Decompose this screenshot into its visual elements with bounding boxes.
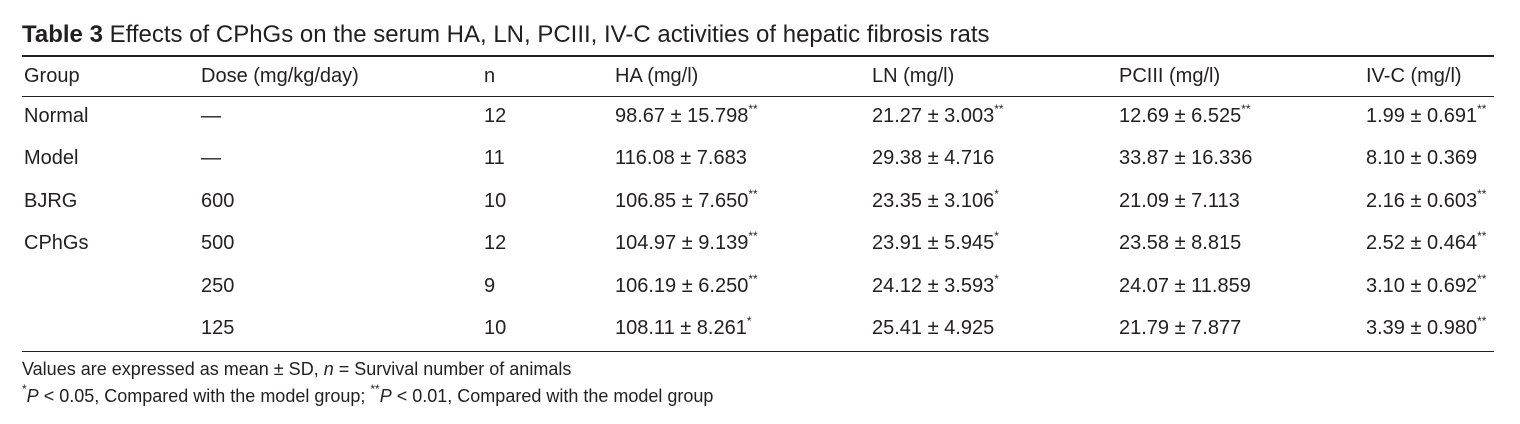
table-cell: 98.67 ± 15.798**: [615, 102, 758, 128]
column-header: IV-C (mg/l): [1366, 65, 1462, 87]
significance-mark: **: [1477, 229, 1487, 244]
table-cell: 108.11 ± 8.261*: [615, 314, 752, 340]
significance-mark: **: [748, 229, 758, 244]
table-cell: 23.58 ± 8.815: [1119, 232, 1242, 255]
cell-value: 98.67 ± 15.798: [615, 105, 749, 127]
table-cell: 12: [484, 232, 507, 255]
footnote-text: < 0.01, Compared with the model group: [391, 386, 714, 406]
table-cell: 125: [201, 317, 235, 339]
cell-value: 3.39 ± 0.980: [1366, 317, 1478, 339]
cell-value: 106.85 ± 7.650: [615, 189, 749, 212]
significance-mark: **: [748, 186, 758, 201]
table-cell: 11: [484, 147, 505, 170]
table-cell: 500: [201, 232, 235, 255]
footnote: *P < 0.05, Compared with the model group…: [22, 382, 714, 407]
significance-mark: **: [748, 102, 758, 116]
cell-value: 21.27 ± 3.003: [872, 105, 995, 127]
table-cell: 116.08 ± 7.683: [615, 147, 747, 170]
cell-value: 1.99 ± 0.691: [1366, 105, 1478, 127]
table-cell: 3.10 ± 0.692**: [1366, 271, 1487, 298]
significance-mark: **: [748, 271, 758, 286]
table-cell: 2.16 ± 0.603**: [1366, 186, 1487, 213]
column-header: Dose (mg/kg/day): [201, 65, 359, 87]
table-cell: 600: [201, 189, 235, 212]
significance-mark: *: [746, 314, 752, 328]
table-cell: BJRG: [24, 189, 78, 212]
footnote-text: P: [26, 386, 39, 406]
table-cell: 250: [201, 274, 235, 297]
table-cell: 1.99 ± 0.691**: [1366, 102, 1487, 128]
footnote-text: **: [370, 382, 380, 396]
cell-value: 12.69 ± 6.525: [1119, 105, 1242, 127]
footnote-text: < 0.05, Compared with the model group;: [38, 386, 371, 406]
table-cell: —: [201, 147, 221, 170]
cell-value: 23.91 ± 5.945: [872, 232, 995, 255]
table-cell: Normal: [24, 105, 89, 127]
significance-mark: **: [1477, 314, 1487, 328]
cell-value: 23.35 ± 3.106: [872, 189, 995, 212]
footnote-text: P: [379, 386, 392, 406]
table-cell: 10: [484, 317, 507, 339]
cell-value: 3.10 ± 0.692: [1366, 274, 1478, 297]
table-cell: 21.27 ± 3.003**: [872, 102, 1004, 128]
column-header: PCIII (mg/l): [1119, 65, 1221, 87]
column-header: LN (mg/l): [872, 65, 955, 87]
table-cell: 106.85 ± 7.650**: [615, 186, 758, 213]
table-cell: 24.12 ± 3.593*: [872, 271, 999, 298]
significance-mark: *: [994, 271, 999, 286]
footnote: Values are expressed as mean ± SD, n = S…: [22, 358, 571, 380]
column-header: Group: [24, 65, 80, 87]
table-cell: 12: [484, 105, 507, 127]
table-cell: 29.38 ± 4.716: [872, 147, 995, 170]
top-rule: [22, 55, 1494, 57]
footnote-text: n: [323, 359, 334, 379]
table-cell: 12.69 ± 6.525**: [1119, 102, 1251, 128]
table-cell: 104.97 ± 9.139**: [615, 229, 758, 255]
cell-value: 2.16 ± 0.603: [1366, 189, 1478, 212]
table-cell: 9: [484, 274, 496, 297]
significance-mark: **: [994, 102, 1004, 116]
table-cell: 24.07 ± 11.859: [1119, 274, 1251, 297]
table-cell: —: [201, 105, 221, 127]
table-cell: 23.35 ± 3.106*: [872, 186, 999, 213]
cell-value: 2.52 ± 0.464: [1366, 232, 1478, 255]
table-cell: 25.41 ± 4.925: [872, 317, 995, 339]
significance-mark: **: [1477, 102, 1487, 116]
table-cell: 33.87 ± 16.336: [1119, 147, 1253, 170]
cell-value: 24.12 ± 3.593: [872, 274, 995, 297]
column-header: n: [484, 65, 496, 87]
footnote-text: *: [22, 382, 27, 396]
table-cell: 106.19 ± 6.250**: [615, 271, 758, 298]
table-cell: Model: [24, 147, 79, 170]
significance-mark: *: [994, 229, 999, 244]
table-cell: 21.79 ± 7.877: [1119, 317, 1242, 339]
footnote-text: = Survival number of animals: [333, 359, 572, 379]
bottom-rule: [22, 351, 1494, 352]
table-cell: 2.52 ± 0.464**: [1366, 229, 1487, 255]
column-header: HA (mg/l): [615, 65, 699, 87]
table-cell: 3.39 ± 0.980**: [1366, 314, 1487, 340]
cell-value: 106.19 ± 6.250: [615, 274, 749, 297]
significance-mark: **: [1477, 271, 1487, 286]
table-cell: 8.10 ± 0.369: [1366, 147, 1478, 170]
table-cell: 23.91 ± 5.945*: [872, 229, 999, 255]
significance-mark: **: [1241, 102, 1251, 116]
caption-text: Effects of CPhGs on the serum HA, LN, PC…: [109, 21, 990, 48]
caption: Table 3 Effects of CPhGs on the serum HA…: [22, 20, 989, 50]
table-cell: 21.09 ± 7.113: [1119, 189, 1240, 212]
table-cell: CPhGs: [24, 232, 89, 255]
footnote-text: Values are expressed as mean ± SD,: [22, 359, 324, 379]
table-cell: 10: [484, 189, 507, 212]
cell-value: 108.11 ± 8.261: [615, 317, 747, 339]
cell-value: 104.97 ± 9.139: [615, 232, 749, 255]
significance-mark: *: [994, 186, 999, 201]
header-rule: [22, 96, 1494, 97]
caption-label: Table 3: [22, 21, 103, 48]
significance-mark: **: [1477, 186, 1487, 201]
